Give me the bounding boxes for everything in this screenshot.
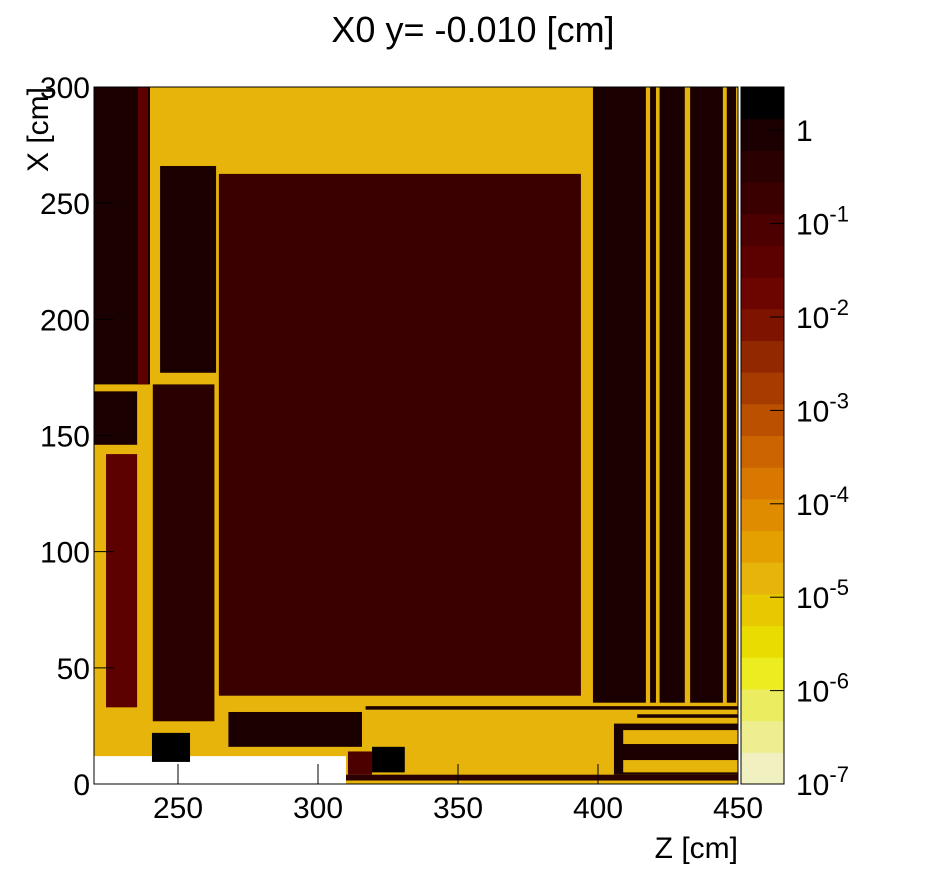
color-band xyxy=(741,625,784,658)
y-tick-label: 150 xyxy=(40,421,90,454)
y-axis-label: X [cm] xyxy=(22,87,55,172)
x-tick-label: 300 xyxy=(293,792,343,825)
color-band xyxy=(741,752,784,785)
color-band xyxy=(741,150,784,183)
color-band xyxy=(741,372,784,405)
z-tick-exponent: -5 xyxy=(829,575,849,600)
color-band xyxy=(741,245,784,278)
region xyxy=(623,730,738,745)
z-tick-base: 10 xyxy=(796,395,829,428)
z-tick-exponent: -4 xyxy=(829,482,849,507)
region xyxy=(659,87,685,703)
z-tick-exponent: -7 xyxy=(829,762,849,787)
z-tick-base: 10 xyxy=(796,489,829,522)
color-band xyxy=(741,277,784,310)
z-tick-label: 10-1 xyxy=(796,202,849,242)
x-tick-label: 350 xyxy=(433,792,483,825)
color-bar-frame xyxy=(740,86,785,785)
z-tick-label: 1 xyxy=(796,115,813,148)
z-tick-base: 10 xyxy=(796,769,829,802)
region xyxy=(726,87,737,703)
z-tick-exponent: -6 xyxy=(829,669,849,694)
region xyxy=(94,391,138,445)
color-band xyxy=(741,435,784,468)
region xyxy=(592,87,646,703)
color-band xyxy=(741,530,784,563)
x-tick-label: 450 xyxy=(713,792,763,825)
z-tick-exponent: -1 xyxy=(829,202,849,227)
region xyxy=(637,714,738,718)
region xyxy=(228,711,362,747)
color-band xyxy=(741,720,784,753)
x-tick-label: 250 xyxy=(153,792,203,825)
x-axis-label: Z [cm] xyxy=(655,832,738,865)
color-band xyxy=(741,403,784,436)
region xyxy=(347,751,373,775)
region xyxy=(365,706,738,710)
color-band xyxy=(741,118,784,151)
z-tick-label: 10-3 xyxy=(796,388,849,428)
y-tick-label: 300 xyxy=(40,72,90,105)
z-tick-exponent: -2 xyxy=(829,295,849,320)
plot-area xyxy=(94,87,738,784)
y-tick-label: 50 xyxy=(57,653,90,686)
y-tick-label: 250 xyxy=(40,188,90,221)
color-band xyxy=(741,657,784,690)
region xyxy=(690,87,723,703)
y-tick-label: 200 xyxy=(40,304,90,337)
color-band xyxy=(741,87,784,120)
region xyxy=(218,173,581,696)
z-tick-base: 10 xyxy=(796,582,829,615)
z-tick-base: 10 xyxy=(796,209,829,242)
y-tick-label: 0 xyxy=(73,769,90,802)
region xyxy=(160,165,217,373)
z-tick-base: 10 xyxy=(796,302,829,335)
region xyxy=(623,760,738,773)
color-band xyxy=(741,182,784,215)
color-band xyxy=(741,593,784,627)
color-band xyxy=(741,213,784,246)
region xyxy=(650,87,656,703)
z-tick-label: 10-2 xyxy=(796,295,849,335)
x-tick-label: 400 xyxy=(573,792,623,825)
color-band xyxy=(741,562,784,595)
z-tick-label: 10-7 xyxy=(796,762,849,802)
y-tick-label: 100 xyxy=(40,537,90,570)
z-tick-base: 10 xyxy=(796,676,829,709)
z-tick-exponent: -3 xyxy=(829,388,849,413)
color-band xyxy=(741,688,784,722)
region xyxy=(152,384,215,722)
color-band xyxy=(741,308,784,341)
region xyxy=(151,732,191,762)
z-tick-label: 10-5 xyxy=(796,575,849,615)
region xyxy=(106,454,138,708)
region xyxy=(372,746,405,773)
region xyxy=(346,774,738,781)
color-band xyxy=(741,340,784,373)
chart-title: X0 y= -0.010 [cm] xyxy=(331,9,614,50)
region xyxy=(137,87,149,385)
z-tick-label: 10-6 xyxy=(796,669,849,709)
z-tick-label: 10-4 xyxy=(796,482,849,522)
color-band xyxy=(741,467,784,500)
